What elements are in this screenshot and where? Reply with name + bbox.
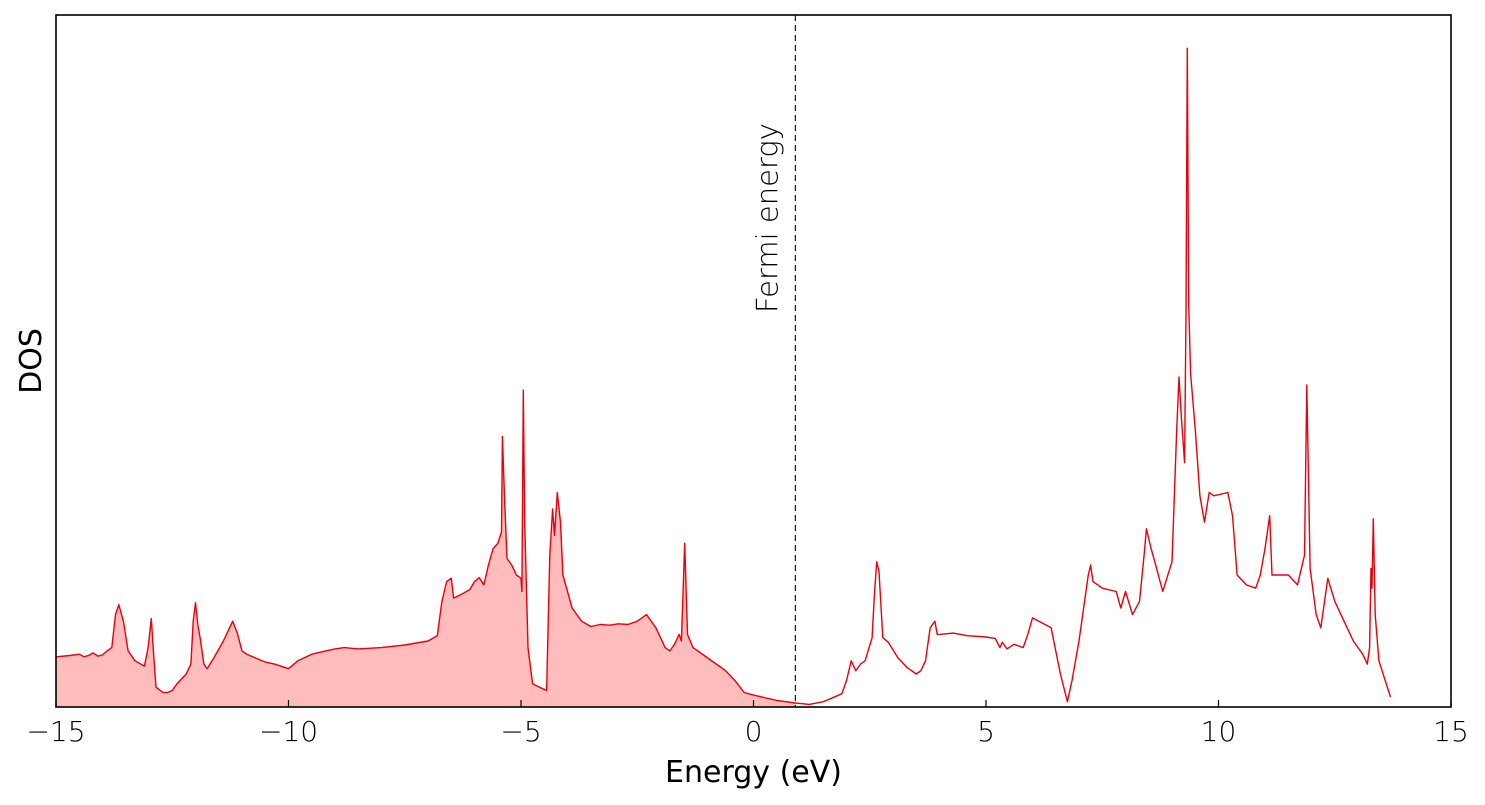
- dos-line: [55, 47, 1392, 706]
- y-axis-label: DOS: [14, 328, 49, 394]
- x-axis-label: Energy (eV): [665, 755, 842, 790]
- x-tick-label: 0: [745, 715, 763, 748]
- x-tick-label: −5: [500, 715, 541, 748]
- x-tick-label: 5: [977, 715, 995, 748]
- occupied-states-fill: [56, 390, 796, 707]
- x-tick-label: −10: [259, 715, 318, 748]
- fermi-energy-annotation: Fermi energy: [750, 123, 784, 313]
- x-tick-label: 10: [1201, 715, 1237, 748]
- x-tick-label: −15: [26, 715, 85, 748]
- plot-area: [55, 47, 1392, 707]
- fermi-marker: Fermi energy: [750, 15, 796, 707]
- x-tick-label: 15: [1433, 715, 1469, 748]
- x-axis-ticks: −15 −10 −5 0 5 10 15: [26, 700, 1469, 748]
